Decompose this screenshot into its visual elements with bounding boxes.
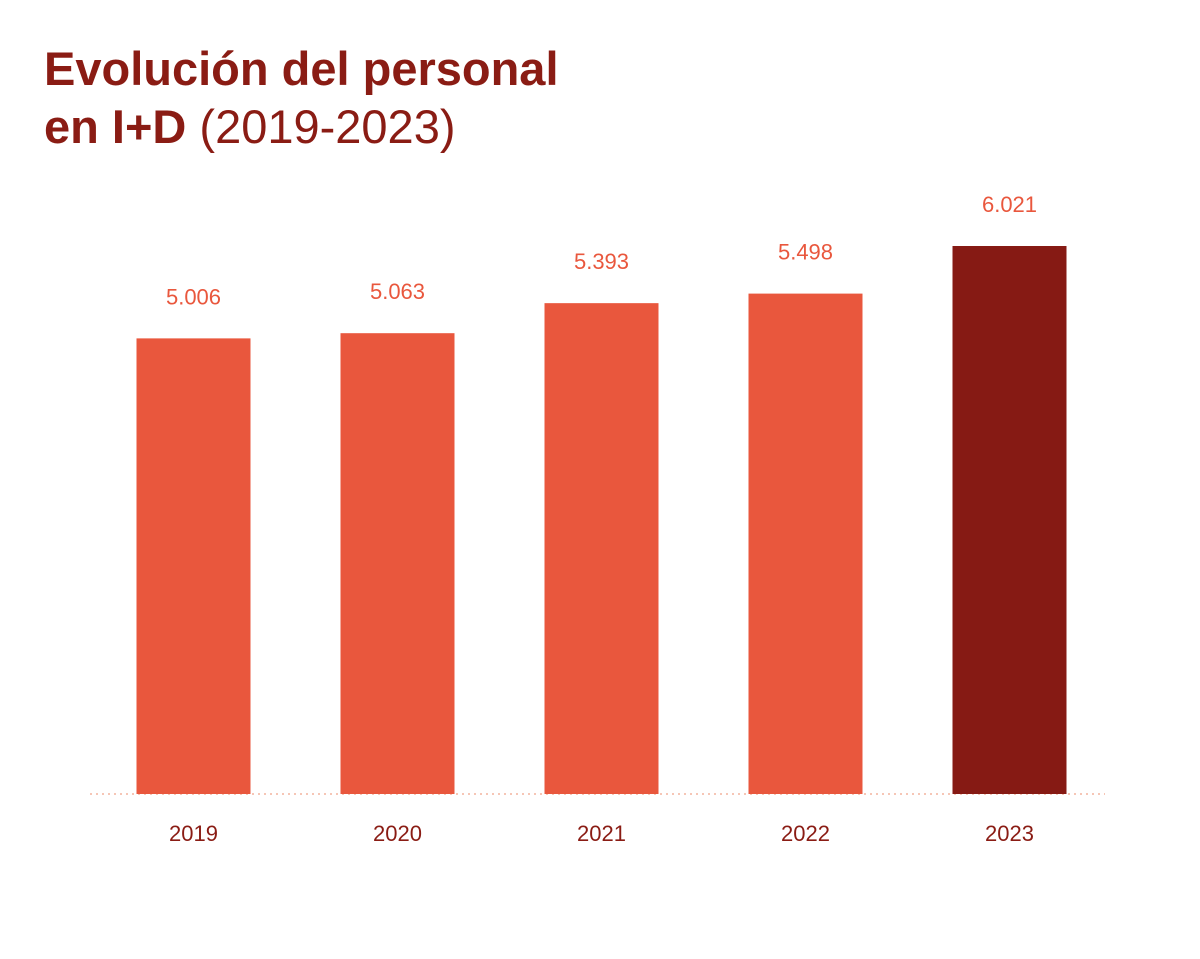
x-tick-label-2019: 2019 [169, 821, 218, 846]
value-label-2022: 5.498 [778, 240, 833, 265]
value-label-2020: 5.063 [370, 279, 425, 304]
bars-group [136, 246, 1067, 794]
chart-title-line2-years: (2019-2023) [199, 100, 456, 153]
chart-title-line1: Evolución del personal [44, 42, 559, 95]
x-tick-label-2021: 2021 [577, 821, 626, 846]
chart-title-line2-bold: en I+D [44, 100, 187, 153]
bar-2020 [340, 333, 455, 794]
chart-title-line2: en I+D (2019-2023) [44, 98, 559, 156]
value-label-2021: 5.393 [574, 249, 629, 274]
bar-2019 [136, 338, 251, 794]
x-tick-label-2022: 2022 [781, 821, 830, 846]
x-tick-labels-group: 2019 2020 2021 2022 2023 [169, 821, 1034, 846]
value-label-2019: 5.006 [166, 284, 221, 309]
value-labels-group: 5.006 5.063 5.393 5.498 6.021 [166, 192, 1037, 309]
chart-title: Evolución del personal en I+D (2019-2023… [44, 40, 559, 156]
bar-2023 [952, 246, 1067, 794]
x-tick-label-2023: 2023 [985, 821, 1034, 846]
bar-2021 [544, 303, 659, 794]
x-tick-label-2020: 2020 [373, 821, 422, 846]
bar-2022 [748, 293, 863, 794]
value-label-2023: 6.021 [982, 192, 1037, 217]
